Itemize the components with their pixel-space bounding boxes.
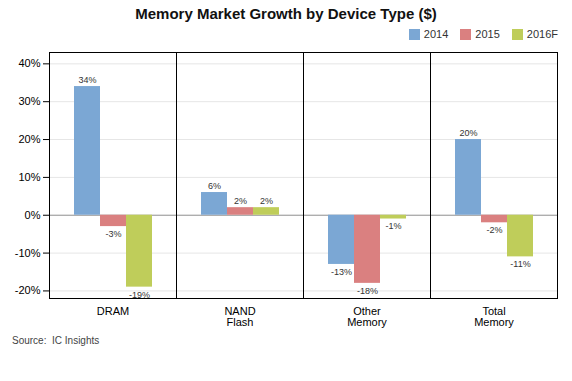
svg-text:-1%: -1% <box>385 221 401 231</box>
svg-text:-19%: -19% <box>129 290 150 300</box>
svg-text:30%: 30% <box>18 95 40 107</box>
svg-text:-18%: -18% <box>357 286 378 296</box>
svg-text:-2%: -2% <box>486 225 502 235</box>
svg-text:20%: 20% <box>18 133 40 145</box>
svg-text:0%: 0% <box>25 209 41 221</box>
html-text:2014: 2014 <box>423 28 449 40</box>
svg-text:20%: 20% <box>459 128 477 138</box>
html-text:Source: IC Insights: Source: IC Insights <box>12 335 100 346</box>
svg-text:10%: 10% <box>18 171 40 183</box>
svg-text:-13%: -13% <box>331 267 352 277</box>
svg-text:NANDFlash: NANDFlash <box>224 305 255 328</box>
svg-text:-10%: -10% <box>15 247 41 259</box>
svg-text:-20%: -20% <box>15 284 41 296</box>
svg-text:TotalMemory: TotalMemory <box>474 305 514 328</box>
svg-text:34%: 34% <box>78 75 96 85</box>
svg-text:2%: 2% <box>234 196 247 206</box>
html-text:2016F: 2016F <box>526 28 558 40</box>
html-text:Memory Market Growth by Device: Memory Market Growth by Device Type ($) <box>135 5 437 22</box>
svg-text:-3%: -3% <box>105 229 121 239</box>
svg-text:DRAM: DRAM <box>97 305 129 317</box>
svg-text:OtherMemory: OtherMemory <box>347 305 387 328</box>
svg-text:-11%: -11% <box>510 259 530 269</box>
html-text:2015: 2015 <box>475 28 500 40</box>
svg-text:2%: 2% <box>260 196 273 206</box>
svg-text:6%: 6% <box>208 181 221 191</box>
svg-text:40%: 40% <box>18 57 40 69</box>
